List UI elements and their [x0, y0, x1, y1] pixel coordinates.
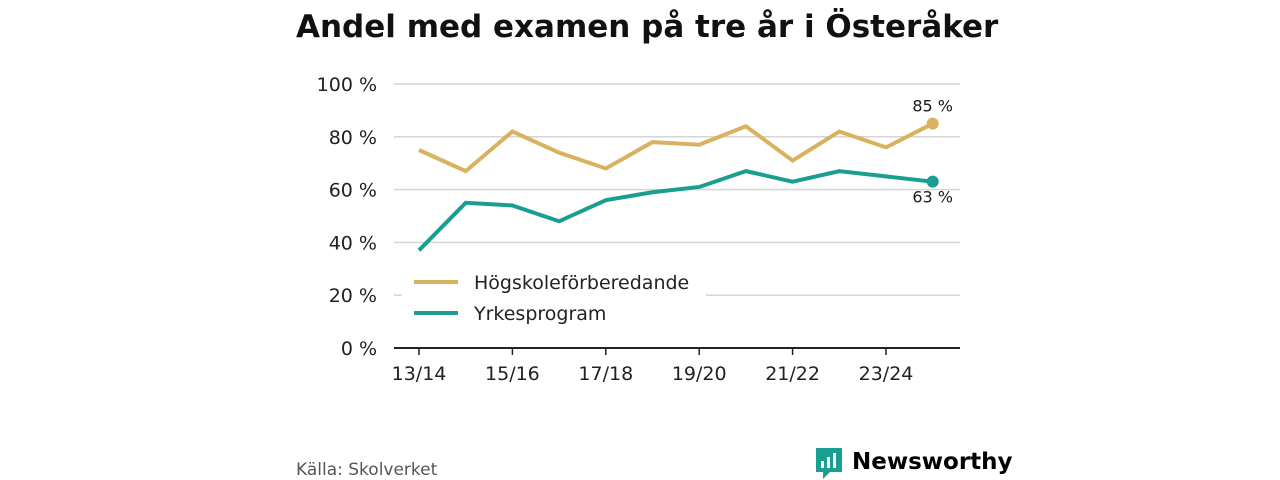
x-tick-label-13-14: 13/14 [392, 363, 447, 385]
x-tick-label-23-24: 23/24 [859, 363, 914, 385]
end-point-yrkesprogram [926, 175, 939, 188]
source-text: Källa: Skolverket [296, 460, 438, 480]
end-label-hogskoleforberedande: 85 % [912, 97, 953, 116]
chart-title: Andel med examen på tre år i Österåker [296, 8, 999, 45]
y-axis: 0 % 20 % 40 % 60 % 80 % 100 % [317, 74, 377, 360]
y-tick-label-0: 0 % [341, 338, 377, 360]
newsworthy-logo: Newsworthy [816, 448, 1013, 479]
y-tick-label-60: 60 % [329, 180, 377, 202]
y-tick-label-40: 40 % [329, 232, 377, 254]
y-tick-label-20: 20 % [329, 285, 377, 307]
end-label-yrkesprogram: 63 % [912, 188, 953, 207]
series-line-yrkesprogram [417, 169, 933, 252]
series: 85 % 63 % [417, 97, 953, 252]
x-tick-label-21-22: 21/22 [765, 363, 820, 385]
y-tick-label-100: 100 % [317, 74, 377, 96]
x-tick-label-15-16: 15/16 [485, 363, 540, 385]
legend: Högskoleförberedande Yrkesprogram [402, 266, 706, 330]
end-point-hogskoleforberedande [926, 117, 939, 130]
x-axis: 13/14 15/16 17/18 19/20 21/22 23/24 [392, 348, 914, 385]
x-tick-label-17-18: 17/18 [578, 363, 633, 385]
brand-name: Newsworthy [852, 449, 1013, 475]
x-tick-label-19-20: 19/20 [672, 363, 727, 385]
legend-label-hogskoleforberedande: Högskoleförberedande [474, 272, 689, 294]
y-tick-label-80: 80 % [329, 127, 377, 149]
legend-background [402, 266, 706, 330]
bar-chart-speech-bubble-icon [816, 448, 842, 479]
series-line-hogskoleforberedande [418, 121, 934, 174]
legend-label-yrkesprogram: Yrkesprogram [473, 303, 606, 325]
